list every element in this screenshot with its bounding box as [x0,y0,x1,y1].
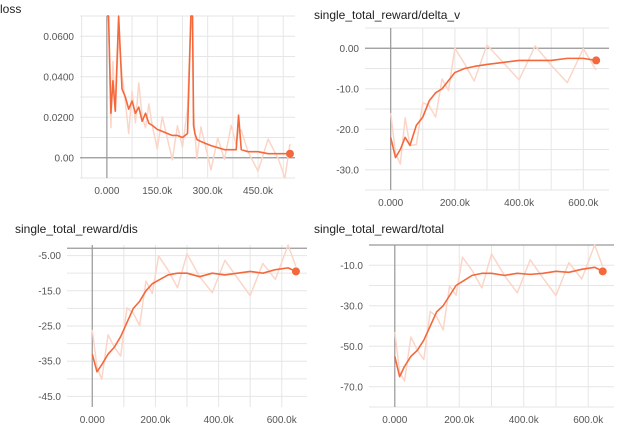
x-tick-label: 200.0k [444,415,475,426]
chart-title: single_total_reward/total [314,222,445,236]
x-tick-label: 150.0k [142,186,173,197]
y-tick-label: -10.0 [336,84,359,95]
y-tick-label: -30.0 [336,165,359,176]
x-tick-label: 200.0k [440,198,471,209]
chart-title: single_total_reward/delta_v [314,8,461,22]
y-tick-label: -70.0 [340,382,363,393]
chart-svg: 0.000 150.0k 300.0k 450.0k 0.00 0.0200 0.0400 0… [43,15,295,197]
series-raw-line [389,44,597,165]
x-tick-label: 600.0k [568,198,599,209]
y-tick-label: -5.00 [38,251,61,262]
chart-panel-dis: single_total_reward/dis 0.000 200.0k 400.0… [0,215,310,432]
x-tick-label: 300.0k [193,186,224,197]
series-end-point [592,56,601,65]
x-tick-label: 0.000 [378,198,403,209]
x-tick-label: 400.0k [509,415,540,426]
chart-title: loss [0,2,22,16]
series-line [106,15,290,155]
series-raw-line [91,244,297,381]
series-line [91,267,297,373]
x-tick-label: 450.0k [243,186,274,197]
series-raw-line [106,15,291,179]
chart-svg: 0.000 200.0k 400.0k 600.0k 0.00 -10.0 -20.0 -30… [336,27,609,209]
chart-panel-delta-v: single_total_reward/delta_v 0.000 200.0k 4… [312,0,621,215]
y-tick-label: -30.0 [340,301,363,312]
chart-panel-total: single_total_reward/total 0.000 200.0k 400… [312,215,621,432]
x-tick-label: 400.0k [204,415,235,426]
x-tick-label: 0.000 [80,415,105,426]
y-tick-label: 0.00 [55,153,75,164]
y-tick-label: -35.0 [38,357,61,368]
x-tick-label: 600.0k [267,415,298,426]
y-tick-label: -15.0 [38,286,61,297]
x-tick-label: 200.0k [140,415,171,426]
x-tick-label: 0.000 [382,415,407,426]
y-tick-label: -20.0 [336,125,359,136]
series-end-point [291,267,300,276]
y-tick-label: -45.0 [38,392,61,403]
chart-panel-loss: loss 0.000 150.0k 300.0k 450.0k 0.00 0.0200 0.… [0,0,310,215]
y-tick-label: -50.0 [340,342,363,353]
series-end-point [598,267,607,276]
y-tick-label: 0.0400 [43,72,74,83]
y-tick-label: 0.0600 [43,32,74,43]
series-end-point [285,149,294,158]
y-tick-label: 0.00 [340,44,360,55]
chart-title: single_total_reward/dis [15,222,138,236]
x-tick-label: 400.0k [504,198,535,209]
x-tick-label: 0.000 [94,186,119,197]
x-tick-label: 600.0k [573,415,604,426]
chart-svg: 0.000 200.0k 400.0k 600.0k -5.00 -15.0 -25.0 -3… [38,244,307,426]
y-tick-label: 0.0200 [43,113,74,124]
series-raw-line [394,244,604,382]
series-line [389,57,597,159]
y-tick-label: -10.0 [340,261,363,272]
y-tick-label: -25.0 [38,322,61,333]
chart-svg: 0.000 200.0k 400.0k 600.0k -10.0 -30.0 -50.0 -7… [340,244,614,426]
series-line [394,266,604,378]
